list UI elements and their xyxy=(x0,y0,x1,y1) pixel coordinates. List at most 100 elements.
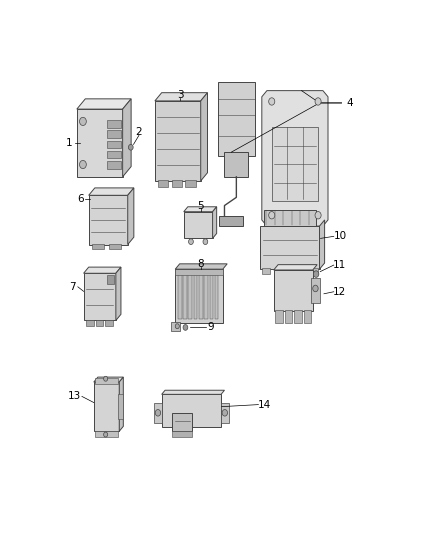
Text: 9: 9 xyxy=(208,322,214,333)
Bar xyxy=(95,378,117,384)
Polygon shape xyxy=(77,99,131,109)
Polygon shape xyxy=(320,220,325,269)
Bar xyxy=(221,402,229,423)
Circle shape xyxy=(104,432,108,437)
Bar xyxy=(117,394,123,419)
Bar xyxy=(107,120,121,127)
Bar xyxy=(107,151,121,158)
Circle shape xyxy=(315,98,321,105)
Polygon shape xyxy=(184,207,217,212)
Bar xyxy=(172,180,182,187)
Circle shape xyxy=(80,117,86,126)
Circle shape xyxy=(189,239,193,245)
Text: 5: 5 xyxy=(198,200,204,211)
Text: 14: 14 xyxy=(258,400,271,409)
Text: 1: 1 xyxy=(66,138,72,148)
Circle shape xyxy=(222,409,227,416)
Bar xyxy=(94,382,119,431)
Polygon shape xyxy=(274,265,317,270)
Circle shape xyxy=(175,324,179,329)
Bar xyxy=(285,310,293,324)
Polygon shape xyxy=(88,188,134,195)
Bar xyxy=(272,127,318,201)
Bar xyxy=(309,268,318,274)
Text: 10: 10 xyxy=(333,231,346,241)
Circle shape xyxy=(314,271,319,277)
Text: 7: 7 xyxy=(70,282,76,292)
Circle shape xyxy=(155,409,161,416)
Bar xyxy=(274,270,313,311)
Circle shape xyxy=(80,160,86,168)
Bar xyxy=(109,244,121,249)
Circle shape xyxy=(313,285,318,292)
Polygon shape xyxy=(119,377,124,431)
Polygon shape xyxy=(128,188,134,245)
Polygon shape xyxy=(155,93,208,101)
Bar xyxy=(188,272,192,319)
Bar xyxy=(209,272,213,319)
Bar xyxy=(178,272,182,319)
Bar xyxy=(172,431,192,438)
Circle shape xyxy=(183,325,188,330)
Circle shape xyxy=(203,239,208,245)
Bar xyxy=(158,180,169,187)
Bar xyxy=(86,320,94,326)
Bar xyxy=(260,226,320,269)
Bar xyxy=(107,131,121,138)
Bar xyxy=(77,109,123,177)
Polygon shape xyxy=(201,93,208,181)
Bar xyxy=(95,431,117,438)
Bar xyxy=(88,195,128,245)
Bar xyxy=(155,101,201,181)
Circle shape xyxy=(128,144,133,150)
Text: 8: 8 xyxy=(198,259,204,269)
Bar xyxy=(105,320,113,326)
Bar xyxy=(92,244,104,249)
Polygon shape xyxy=(175,264,227,269)
Bar xyxy=(204,272,208,319)
Bar xyxy=(262,268,270,274)
Bar xyxy=(276,310,283,324)
Polygon shape xyxy=(123,99,131,177)
Bar xyxy=(172,413,192,431)
Bar xyxy=(175,269,223,276)
Text: 11: 11 xyxy=(333,260,346,270)
Bar xyxy=(294,310,302,324)
Polygon shape xyxy=(94,377,124,382)
Bar xyxy=(107,141,121,148)
Bar xyxy=(183,272,187,319)
Bar xyxy=(84,273,116,320)
Polygon shape xyxy=(162,390,224,394)
Bar xyxy=(304,310,311,324)
Text: 2: 2 xyxy=(136,127,142,138)
Bar xyxy=(175,269,223,322)
Bar xyxy=(311,278,319,303)
Polygon shape xyxy=(116,267,121,320)
Bar xyxy=(199,272,203,319)
Bar xyxy=(215,272,219,319)
Bar xyxy=(96,320,103,326)
Bar xyxy=(185,180,196,187)
Circle shape xyxy=(268,98,275,105)
Text: 6: 6 xyxy=(77,193,84,204)
Circle shape xyxy=(268,212,275,219)
Bar xyxy=(162,394,221,427)
Bar xyxy=(184,212,212,238)
Text: 4: 4 xyxy=(347,98,353,108)
Bar xyxy=(224,152,248,177)
Circle shape xyxy=(315,212,321,219)
Bar xyxy=(264,209,316,226)
Text: 13: 13 xyxy=(68,391,81,401)
Text: 12: 12 xyxy=(333,287,346,297)
Bar xyxy=(219,216,243,226)
Bar xyxy=(194,272,198,319)
Bar xyxy=(154,402,162,423)
Circle shape xyxy=(104,376,108,381)
Polygon shape xyxy=(262,91,328,226)
Bar xyxy=(107,161,121,168)
Bar xyxy=(107,276,114,284)
Bar xyxy=(218,83,255,156)
Bar xyxy=(171,322,180,330)
Polygon shape xyxy=(84,267,121,273)
Text: 3: 3 xyxy=(177,90,184,100)
